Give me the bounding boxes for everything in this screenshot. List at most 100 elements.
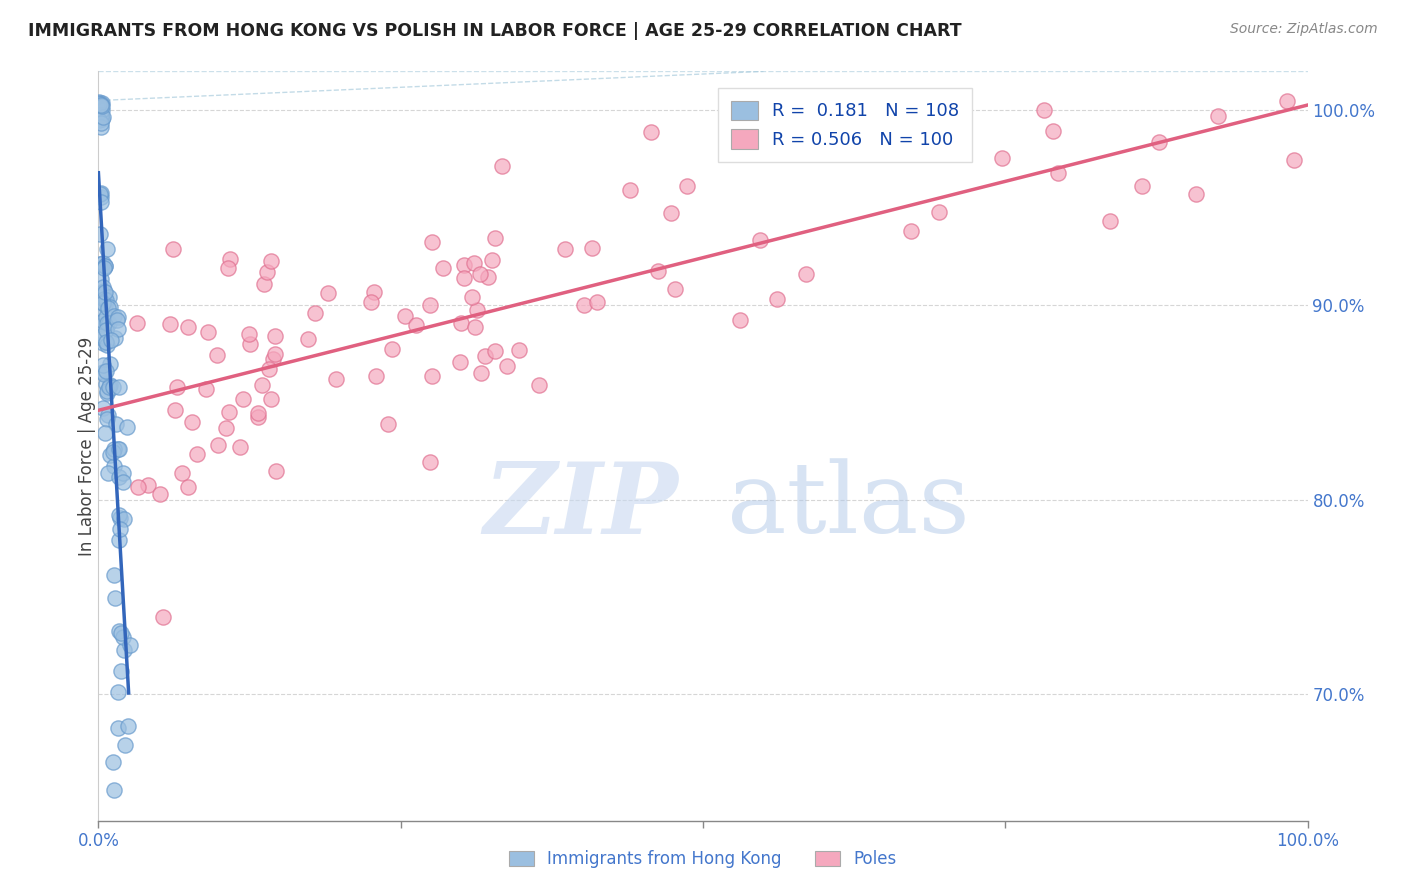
Point [481,252,503,267]
Point [218,405,240,419]
Point [474,349,496,363]
Point [91,280,114,294]
Point [1046,166,1069,180]
Point [90,96,112,111]
Point [170,466,193,480]
Point [98,358,121,372]
Point [96,316,118,330]
Point [360,295,382,310]
Point [1284,153,1306,167]
Point [96,384,118,399]
Point [103,568,125,582]
Point [166,380,188,394]
Text: ZIP: ZIP [484,458,679,554]
Point [114,643,136,657]
Point [1033,103,1056,117]
Point [108,624,131,639]
Point [94,260,117,274]
Point [107,684,129,698]
Point [730,313,752,327]
Point [107,310,129,325]
Point [90,272,112,286]
Point [98,316,121,330]
Point [103,783,125,797]
Point [87,113,110,128]
Point [107,722,129,736]
Point [381,342,404,356]
Point [794,267,817,281]
Point [90,190,112,204]
Point [93,426,115,441]
Y-axis label: In Labor Force | Age 25-29: In Labor Force | Age 25-29 [79,336,96,556]
Point [89,96,111,111]
Point [89,186,111,201]
Point [107,442,129,457]
Point [162,242,184,256]
Point [93,293,115,307]
Point [87,95,110,109]
Point [108,380,131,394]
Point [112,475,135,489]
Point [91,110,114,124]
Point [159,317,181,331]
Text: atlas: atlas [727,458,970,554]
Point [94,285,117,299]
Point [101,445,124,459]
Point [449,355,471,369]
Point [96,412,118,426]
Point [120,638,142,652]
Point [470,366,492,380]
Point [1185,187,1208,202]
Point [98,449,121,463]
Point [766,292,789,306]
Point [110,664,132,678]
Point [468,267,491,281]
Point [91,296,114,310]
Text: Source: ZipAtlas.com: Source: ZipAtlas.com [1230,22,1378,37]
Point [115,420,138,434]
Point [93,367,115,381]
Point [97,466,120,480]
Point [1099,213,1122,227]
Point [90,120,112,134]
Point [90,99,112,113]
Point [256,264,278,278]
Point [90,97,112,112]
Point [149,487,172,501]
Point [89,109,111,123]
Point [676,179,699,194]
Point [91,256,114,270]
Point [117,719,139,733]
Point [177,480,200,494]
Point [90,186,112,200]
Point [465,302,488,317]
Point [93,261,115,276]
Point [461,290,484,304]
Point [195,382,218,396]
Point [111,630,134,644]
Point [90,302,112,317]
Point [98,380,121,394]
Point [104,591,127,605]
Point [93,314,115,328]
Point [91,318,114,333]
Point [97,301,120,316]
Point [90,97,112,112]
Point [260,392,283,406]
Point [263,347,285,361]
Point [104,331,127,345]
Point [554,242,576,256]
Point [108,442,131,457]
Point [586,295,609,310]
Point [98,300,121,314]
Point [363,285,385,300]
Point [103,458,125,473]
Point [228,440,250,454]
Point [420,369,443,384]
Point [96,338,118,352]
Point [262,352,284,367]
Point [1147,136,1170,150]
Point [420,235,443,249]
Point [105,417,128,432]
Point [127,480,149,494]
